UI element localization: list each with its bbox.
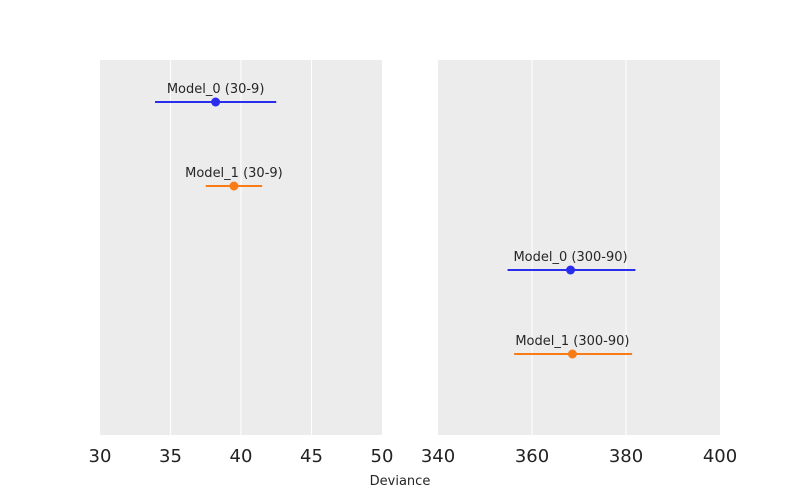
x-tick-label: 360 [515,446,549,467]
point-marker [567,349,577,359]
data-marks: Model_0 (30-9) Model_1 (30-9) Model_0 (300… [154,82,636,359]
x-tick-label: 400 [703,446,737,467]
x-axis-title: Deviance [370,474,431,489]
x-tick-label: 45 [300,446,323,467]
x-tick-label: 380 [609,446,643,467]
grid-lines [170,60,627,435]
panel-right-background [438,60,720,435]
point-label: Model_1 (30-9) [185,166,283,181]
point-label: Model_0 (300-90) [513,250,627,265]
point-marker [229,181,239,191]
point-label: Model_1 (300-90) [515,334,629,349]
x-tick-label: 50 [371,446,394,467]
point-marker [566,265,576,275]
point-label: Model_0 (30-9) [167,82,265,97]
x-tick-label: 35 [159,446,182,467]
x-tick-label: 40 [230,446,253,467]
x-tick-label: 340 [421,446,455,467]
tick-labels: 30 35 40 45 50 340 360 380 400 [89,446,738,467]
point-marker [211,97,221,107]
x-tick-label: 30 [89,446,112,467]
